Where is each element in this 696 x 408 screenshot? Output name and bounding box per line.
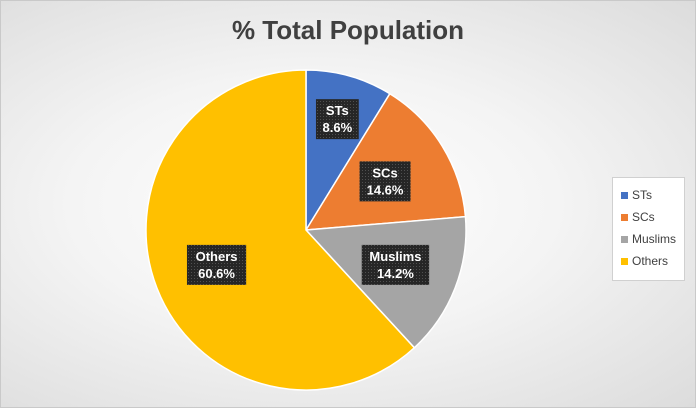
data-label-category: Others xyxy=(196,249,238,264)
data-label-others: Others 60.6% xyxy=(186,244,247,285)
legend-swatch xyxy=(621,191,628,199)
data-label-scs: SCs 14.6% xyxy=(359,161,411,202)
chart-title: % Total Population xyxy=(231,15,465,45)
data-label-box xyxy=(315,99,359,140)
data-label-category: Muslims xyxy=(369,249,421,264)
data-label-box xyxy=(361,244,430,285)
legend-item-muslims: Muslims xyxy=(621,228,684,250)
legend-label: SCs xyxy=(632,210,655,224)
legend-item-sts: STs xyxy=(621,184,684,206)
legend-item-scs: SCs xyxy=(621,206,684,228)
legend-swatch xyxy=(621,213,628,221)
legend-label: Muslims xyxy=(632,232,676,246)
data-label-box xyxy=(186,244,247,285)
data-label-value: 8.6% xyxy=(323,120,353,135)
chart-legend: STs SCs Muslims Others xyxy=(612,177,685,281)
data-label-value: 14.2% xyxy=(377,266,414,281)
data-label-box xyxy=(359,161,411,202)
data-label-muslims: Muslims 14.2% xyxy=(361,244,430,285)
legend-swatch xyxy=(621,257,628,265)
legend-swatch xyxy=(621,235,628,243)
legend-item-others: Others xyxy=(621,250,684,272)
pie-slice-others xyxy=(145,69,416,391)
data-label-value: 60.6% xyxy=(198,266,235,281)
legend-label: Others xyxy=(632,254,669,268)
data-label-sts: STs 8.6% xyxy=(315,99,359,140)
data-label-value: 14.6% xyxy=(367,182,404,197)
data-label-category: STs xyxy=(326,103,349,118)
legend-label: STs xyxy=(632,188,653,202)
data-label-category: SCs xyxy=(372,165,397,180)
